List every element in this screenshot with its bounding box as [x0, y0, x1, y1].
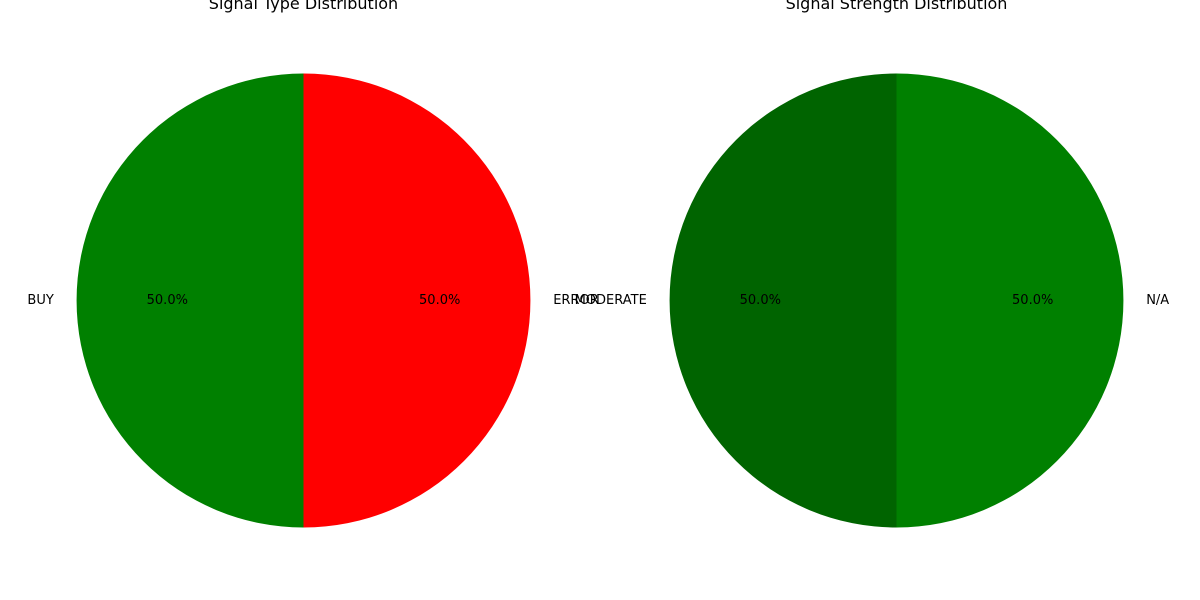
- slice-label-n-a: N/A: [1146, 293, 1169, 308]
- chart-title-signal-strength: Signal Strength Distribution: [786, 0, 1008, 13]
- pie-chart-signal-type: Signal Type Distribution BUY 50.0% ERROR 50…: [27, 0, 599, 528]
- pct-label-moderate: 50.0%: [740, 293, 781, 308]
- pie-slice-moderate: [669, 73, 897, 528]
- pie-1-slices: MODERATE 50.0% N/A 50.0%: [575, 73, 1169, 528]
- pct-label-n-a: 50.0%: [1012, 293, 1053, 308]
- chart-title-signal-type: Signal Type Distribution: [209, 0, 398, 13]
- slice-label-error: ERROR: [553, 293, 599, 308]
- pie-chart-signal-strength: Signal Strength Distribution MODERATE 50.…: [575, 0, 1169, 528]
- pie-slice-buy: [76, 73, 304, 528]
- pct-label-error: 50.0%: [419, 293, 460, 308]
- pie-0-slices: BUY 50.0% ERROR 50.0%: [27, 73, 599, 528]
- pie-slice-n-a: [896, 73, 1124, 528]
- slice-label-moderate: MODERATE: [575, 293, 647, 308]
- slice-label-buy: BUY: [27, 293, 53, 308]
- pct-label-buy: 50.0%: [147, 293, 188, 308]
- pie-slice-error: [303, 73, 531, 528]
